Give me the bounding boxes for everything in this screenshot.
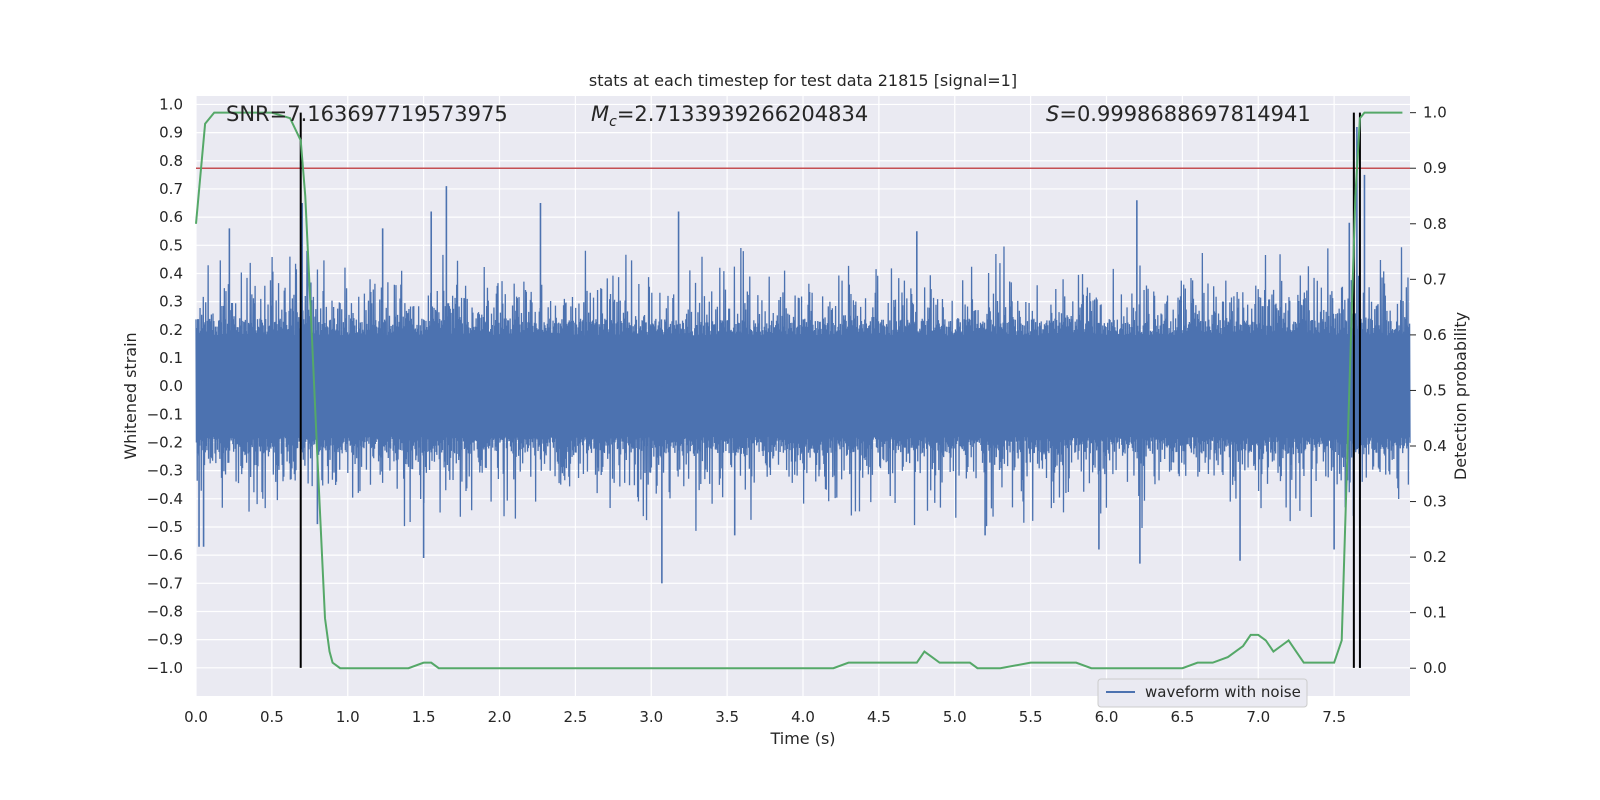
x-tick-label: 1.5 [412,708,436,726]
y-right-tick-label: 0.1 [1423,604,1447,622]
legend: waveform with noise [1097,678,1308,708]
annotation-mc-subscript: c [609,114,617,130]
y-left-tick-label: 0.5 [159,236,183,254]
y-left-axis-label: Whitened strain [121,332,140,459]
y-left-tick-label: 0.1 [159,349,183,367]
y-right-tick-label: 0.3 [1423,493,1447,511]
y-left-tick-label: 1.0 [159,95,183,113]
legend-entry-waveform: waveform with noise [1145,683,1301,701]
y-right-tick-label: 0.5 [1423,381,1447,399]
x-tick-label: 4.5 [867,708,891,726]
x-tick-label: 4.0 [791,708,815,726]
x-tick-label: 6.5 [1170,708,1194,726]
y-right-tick-label: 0.4 [1423,437,1447,455]
y-left-tick-label: 0.7 [159,180,183,198]
x-tick-label: 3.5 [715,708,739,726]
y-left-tick-label: −0.7 [147,574,183,592]
y-right-tick-label: 0.0 [1423,659,1447,677]
y-left-tick-label: 0.9 [159,124,183,142]
x-tick-label: 7.5 [1322,708,1346,726]
y-left-tick-label: −1.0 [147,659,183,677]
y-left-tick-label: 0.4 [159,264,183,282]
y-right-tick-label: 0.2 [1423,548,1447,566]
annotation-mc-value: =2.7133939266204834 [617,102,868,126]
annotation-s-value: =0.9998688697814941 [1059,102,1310,126]
y-left-tick-label: −0.5 [147,518,183,536]
y-left-tick-label: −0.6 [147,546,183,564]
annotation-s-symbol: S [1046,102,1059,126]
y-left-tick-label: −0.2 [147,433,183,451]
y-right-tick-label: 0.6 [1423,326,1447,344]
tick-labels: 0.0 0.5 1.0 1.5 2.0 2.5 3.0 3.5 4.0 4.5 5.0 5.5 6.0 6… [147,95,1447,726]
x-tick-label: 1.0 [336,708,360,726]
annotation-s: S=0.9998688697814941 [1046,102,1311,126]
legend-box [1097,678,1308,708]
chart-title: stats at each timestep for test data 218… [589,71,1017,90]
x-axis-label: Time (s) [769,729,835,748]
y-right-tick-label: 1.0 [1423,104,1447,122]
y-left-tick-label: −0.9 [147,631,183,649]
y-left-tick-label: −0.4 [147,490,183,508]
y-left-tick-label: −0.8 [147,602,183,620]
y-right-tick-label: 0.7 [1423,270,1447,288]
y-left-tick-label: −0.3 [147,462,183,480]
annotation-mc: Mc=2.7133939266204834 [591,102,868,130]
y-left-tick-label: 0.8 [159,152,183,170]
y-right-tick-label: 0.9 [1423,159,1447,177]
waveform-line [195,246,1411,531]
y-right-axis-label: Detection probability [1451,312,1470,480]
x-tick-label: 3.0 [639,708,663,726]
x-tick-label: 5.5 [1019,708,1043,726]
x-tick-label: 2.0 [488,708,512,726]
x-tick-label: 7.0 [1246,708,1270,726]
x-tick-label: 0.5 [260,708,284,726]
annotation-snr: SNR=7.163697719573975 [226,102,508,126]
x-tick-label: 6.0 [1095,708,1119,726]
x-tick-label: 2.5 [563,708,587,726]
y-left-tick-label: 0.3 [159,293,183,311]
y-left-tick-label: −0.1 [147,405,183,423]
x-tick-label: 5.0 [943,708,967,726]
probability-line [195,111,1403,670]
y-left-tick-label: 0.6 [159,208,183,226]
probability-series [195,111,1403,670]
y-right-tick-label: 0.8 [1423,215,1447,233]
annotation-mc-symbol: M [591,102,609,126]
y-left-tick-label: 0.2 [159,321,183,339]
y-left-tick-label: 0.0 [159,377,183,395]
x-tick-label: 0.0 [184,708,208,726]
overlay-lines [196,112,1410,668]
